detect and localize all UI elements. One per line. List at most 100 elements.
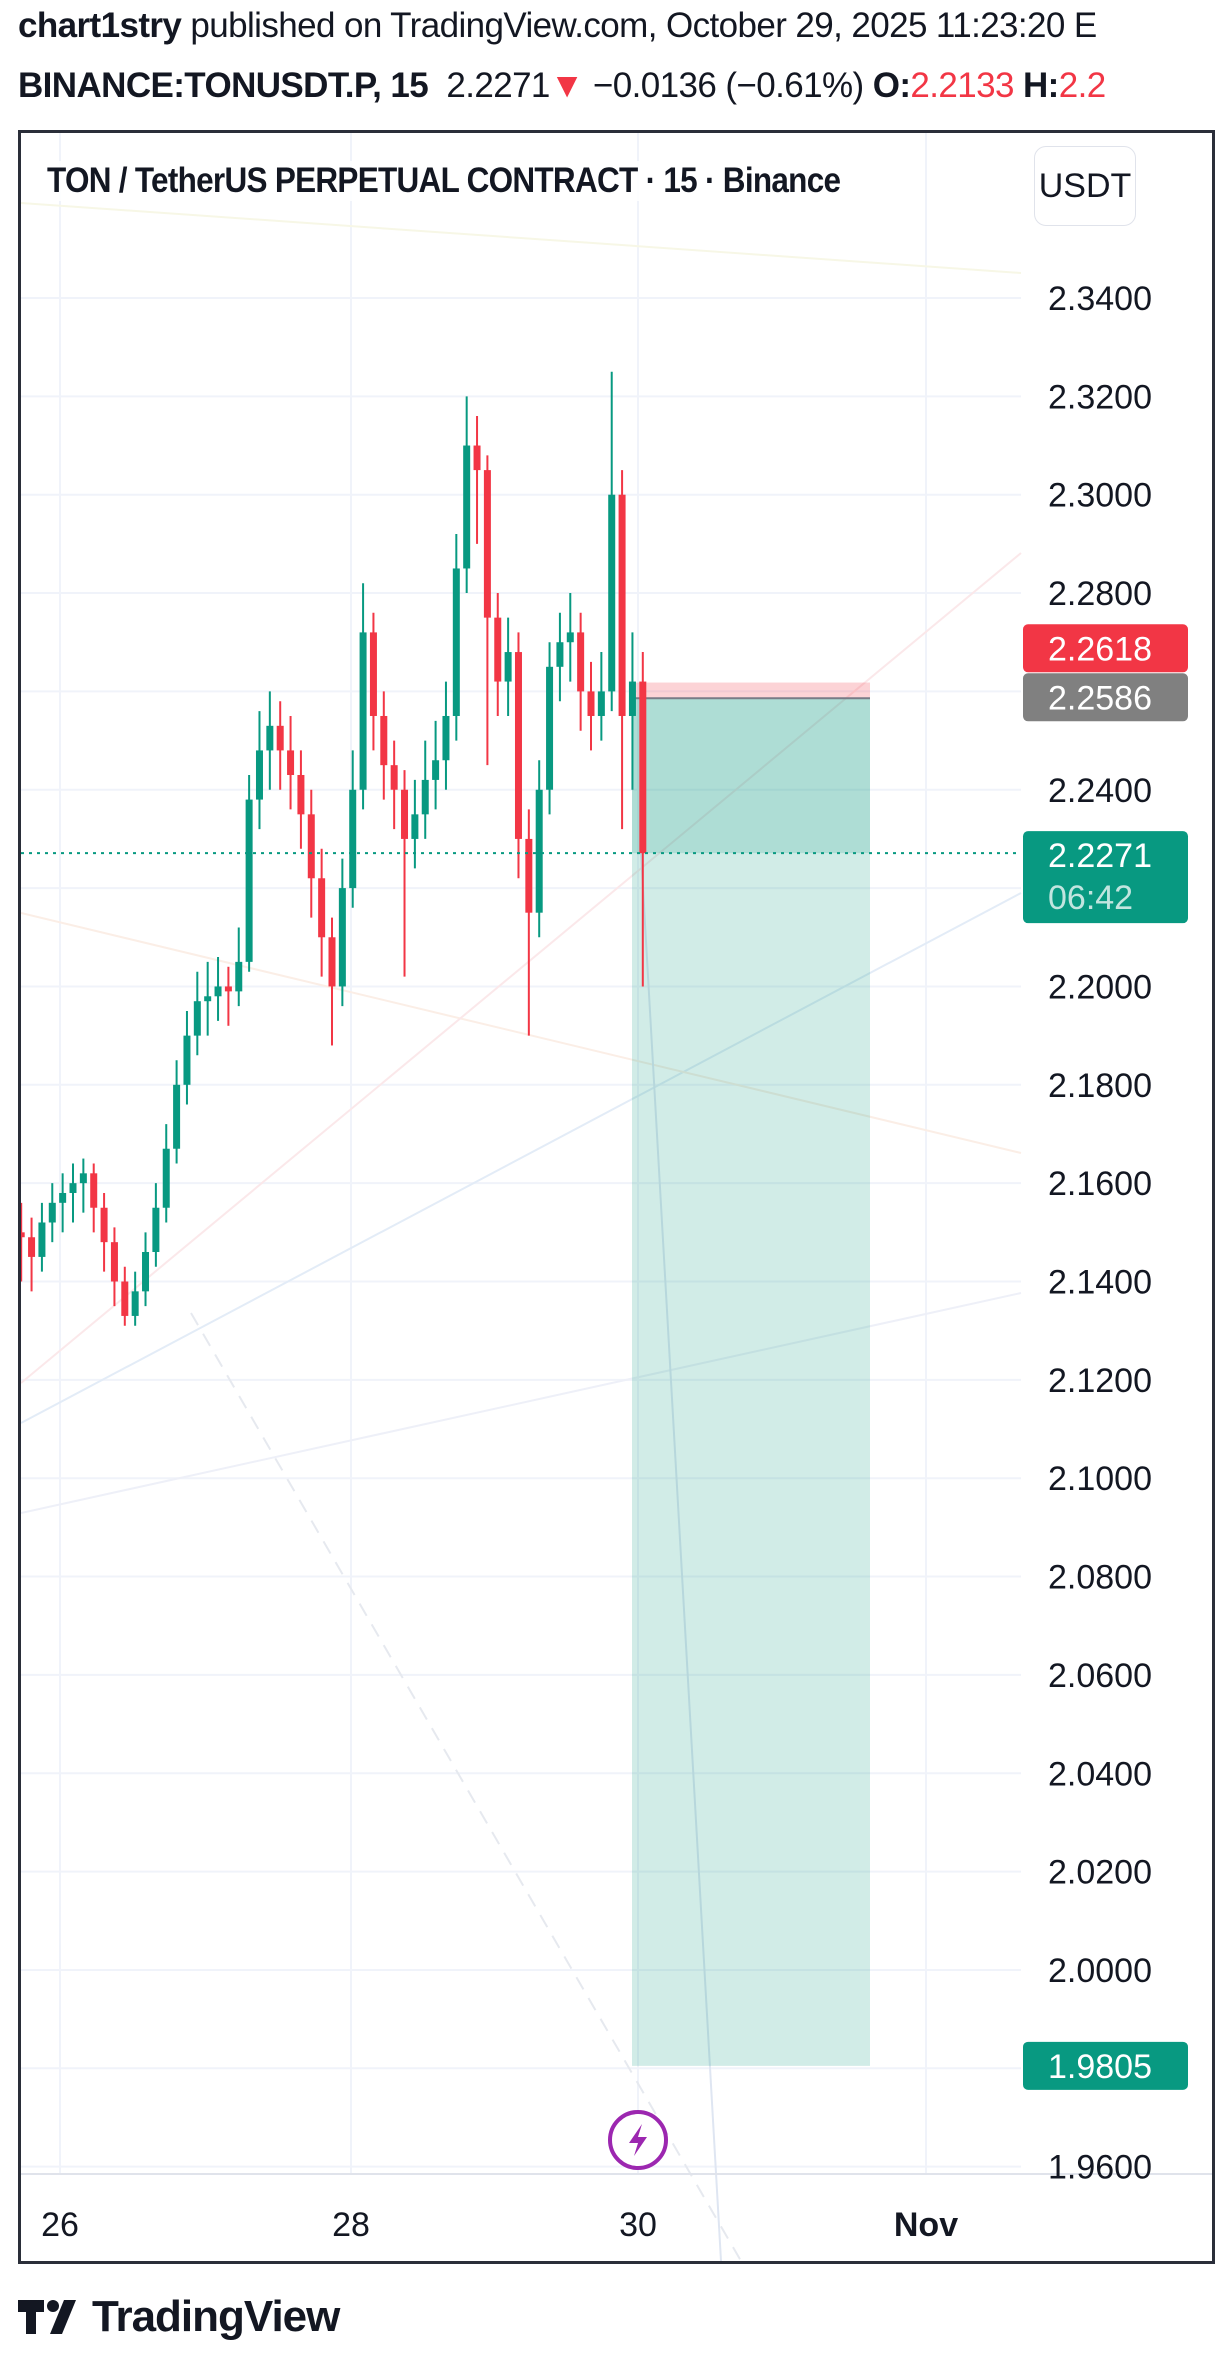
open-label: O: (872, 66, 911, 105)
candle-body (193, 1001, 201, 1036)
candle-body (307, 814, 315, 879)
logo-text: TradingView (92, 2292, 340, 2341)
candle-body (514, 652, 522, 839)
y-tick-label: 2.2800 (1048, 575, 1152, 613)
y-tick-label: 2.2400 (1048, 772, 1152, 810)
candle-body (535, 789, 543, 913)
y-tick-label: 2.0400 (1048, 1755, 1152, 1793)
last-price: 2.2271 (446, 66, 550, 105)
lightning-bolt-icon (629, 2124, 647, 2156)
current-price-label-text: 2.2271 (1048, 837, 1152, 875)
x-tick-label: 26 (41, 2206, 79, 2244)
trend-line (21, 202, 1022, 274)
candle-body (546, 666, 554, 790)
candle-body (525, 838, 533, 913)
trend-line (21, 892, 1022, 1424)
candle-body (349, 789, 357, 889)
candle-body (142, 1251, 150, 1292)
high-value: 2.2 (1058, 66, 1106, 105)
candle-body (69, 1183, 77, 1193)
candle-body (90, 1173, 98, 1208)
candle-body (473, 445, 481, 471)
tradingview-logo[interactable]: TradingView (18, 2292, 340, 2342)
entry-price-label (1023, 673, 1188, 722)
candle-body (597, 691, 605, 716)
candle-body (338, 888, 346, 987)
candle-body (276, 725, 284, 751)
symbol-info: BINANCE:TONUSDT.P, 15 2.2271▼ −0.0136 (−… (18, 66, 1106, 106)
y-tick-label: 2.1200 (1048, 1362, 1152, 1400)
high-label: H: (1022, 66, 1059, 105)
candle-body (483, 470, 491, 618)
candle-body (245, 799, 253, 962)
y-tick-label: 2.0600 (1048, 1657, 1152, 1695)
y-tick-label: 2.3200 (1048, 378, 1152, 416)
stop-price-label (1023, 624, 1188, 673)
candle-body (162, 1148, 170, 1208)
open-value: 2.2133 (910, 66, 1014, 105)
candle-body (21, 1232, 25, 1238)
candle-body (224, 986, 232, 992)
trend-line (21, 1292, 1022, 1514)
candle-body (463, 445, 471, 569)
candle-body (79, 1173, 87, 1184)
candle-body (452, 568, 460, 716)
trend-line (640, 852, 722, 2261)
stop-price-label-text: 2.2618 (1048, 630, 1152, 668)
candle-body (618, 494, 626, 716)
current-price-label (1023, 831, 1188, 924)
y-tick-label: 2.1400 (1048, 1264, 1152, 1302)
candle-body (214, 986, 222, 997)
candle-body (287, 750, 295, 775)
published-text: published on TradingView.com, October 29… (181, 6, 1097, 45)
candle-body (608, 494, 616, 692)
chart-title: TON / TetherUS PERPETUAL CONTRACT · 15 ·… (47, 161, 841, 201)
stop-zone[interactable] (632, 682, 870, 699)
candle-body (318, 878, 326, 938)
candle-body (152, 1207, 160, 1252)
candle-body (380, 715, 388, 766)
y-tick-label: 2.0000 (1048, 1952, 1152, 1990)
candle-body (328, 937, 336, 987)
candlestick-chart[interactable]: 2.3400 2.3200 2.3000 2.2800 2.2400 2.2000 2.18… (21, 133, 1212, 2261)
y-tick-label: 1.9600 (1048, 2149, 1152, 2187)
candle-body (173, 1084, 181, 1149)
trend-line (21, 912, 1022, 1154)
y-tick-label: 2.3400 (1048, 280, 1152, 318)
profit-zone[interactable] (632, 853, 870, 2066)
candle-body (494, 617, 502, 682)
candle-body (38, 1222, 46, 1257)
candle-body (639, 681, 647, 854)
tradingview-logo-icon (18, 2300, 76, 2334)
chart-frame[interactable]: 2.3400 2.3200 2.3000 2.2800 2.2400 2.2000 2.18… (18, 130, 1215, 2264)
target-price-label (1023, 2041, 1188, 2090)
candle-body (359, 632, 367, 790)
candle-body (204, 996, 212, 1002)
candle-body (577, 632, 585, 692)
y-tick-label: 2.3000 (1048, 477, 1152, 515)
candle-body (566, 632, 574, 643)
candle-body (297, 774, 305, 815)
candle-body (401, 789, 409, 839)
candle-body (369, 632, 377, 716)
trend-line (21, 552, 1022, 1384)
candle-body (255, 750, 263, 800)
candle-body (183, 1035, 191, 1085)
candle-body (442, 715, 450, 761)
candle-body (100, 1207, 108, 1243)
candle-body (110, 1242, 118, 1282)
candle-body (390, 765, 398, 790)
entry-price-label-text: 2.2586 (1048, 679, 1152, 717)
author[interactable]: chart1stry (18, 6, 182, 45)
candle-body (432, 760, 440, 780)
y-tick-label: 2.0800 (1048, 1559, 1152, 1597)
triangle-down-icon: ▼ (549, 66, 585, 105)
price-change: −0.0136 (−0.61%) (592, 66, 864, 105)
candle-body (411, 814, 419, 839)
y-tick-label: 2.2000 (1048, 968, 1152, 1006)
y-tick-label: 2.1600 (1048, 1165, 1152, 1203)
y-tick-label: 2.0200 (1048, 1854, 1152, 1892)
currency-unit-button[interactable]: USDT (1034, 146, 1136, 226)
x-tick-label: 30 (619, 2206, 657, 2244)
profit-zone-filled[interactable] (632, 698, 870, 854)
